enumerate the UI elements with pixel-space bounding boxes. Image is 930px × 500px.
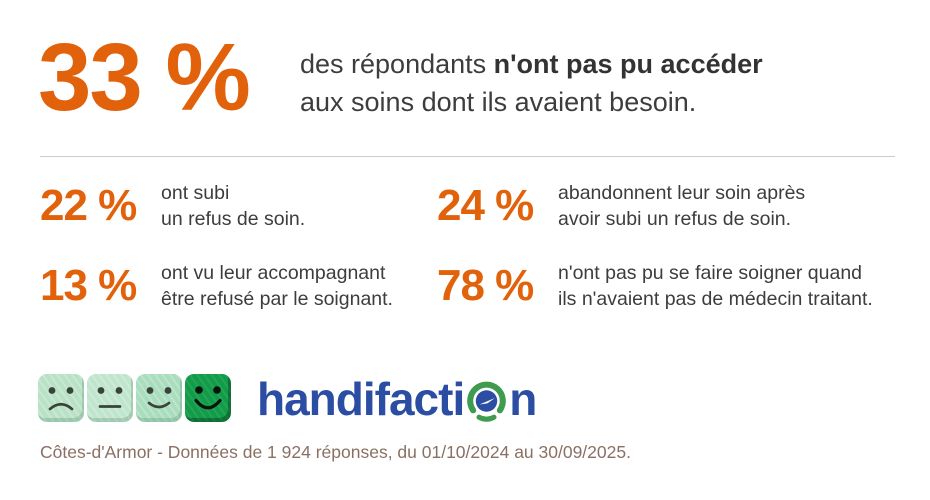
stat-value: 78 % [437, 261, 534, 310]
stat-text: n'ont pas pu se faire soigner quand ils … [558, 260, 873, 313]
stat-text-line2: ils n'avaient pas de médecin traitant. [558, 288, 873, 310]
gauge-icon [467, 381, 507, 422]
smiley-neutral-icon [87, 374, 133, 422]
hero-statement-line2: aux soins dont ils avaient besoin. [300, 86, 697, 117]
stat-text-line1: abandonnent leur soin après [558, 181, 806, 204]
stat-text-line2: être refusé par le soignant. [161, 288, 393, 310]
smiley-scale-logo [38, 374, 231, 422]
stat-text-line1: ont vu leur accompagnant [161, 261, 386, 284]
handifaction-wordmark: handifacti n [257, 373, 537, 425]
smiley-sad-icon [38, 374, 84, 422]
wordmark-prefix: handifacti [257, 373, 465, 425]
stat-value: 24 % [437, 181, 534, 230]
stat-value: 13 % [40, 261, 137, 310]
stat-medecin-traitant: 78 % n'ont pas pu se faire soigner quand… [437, 258, 873, 314]
stat-text: ont vu leur accompagnant être refusé par… [161, 260, 393, 313]
data-source-caption: Côtes-d'Armor - Données de 1 924 réponse… [40, 442, 631, 462]
smiley-happy-icon [185, 374, 231, 422]
stat-text-line1: n'ont pas pu se faire soigner quand [558, 261, 863, 284]
hero-percentage: 33 % [38, 24, 251, 131]
hero-statement-line1: des répondants n'ont pas pu accéder [300, 46, 763, 84]
stat-accompagnant-refuse: 13 % ont vu leur accompagnant être refus… [40, 258, 393, 314]
stat-value: 22 % [40, 181, 137, 230]
hero-statement: des répondants n'ont pas pu accéder aux … [300, 46, 763, 121]
hero-statement-bold: n'ont pas pu accéder [493, 49, 763, 79]
stat-abandon-soin: 24 % abandonnent leur soin après avoir s… [437, 178, 805, 234]
stat-text-line2: avoir subi un refus de soin. [558, 208, 792, 230]
stat-text-line1: ont subi [161, 181, 230, 204]
wordmark-suffix: n [509, 373, 537, 425]
smiley-slight-smile-icon [136, 374, 182, 422]
stat-text-line2: un refus de soin. [161, 208, 306, 230]
stat-text: abandonnent leur soin après avoir subi u… [558, 180, 805, 233]
stat-refus-de-soin: 22 % ont subi un refus de soin. [40, 178, 305, 234]
divider [40, 156, 895, 157]
stat-text: ont subi un refus de soin. [161, 180, 305, 233]
hero-statement-prefix: des répondants [300, 49, 494, 79]
